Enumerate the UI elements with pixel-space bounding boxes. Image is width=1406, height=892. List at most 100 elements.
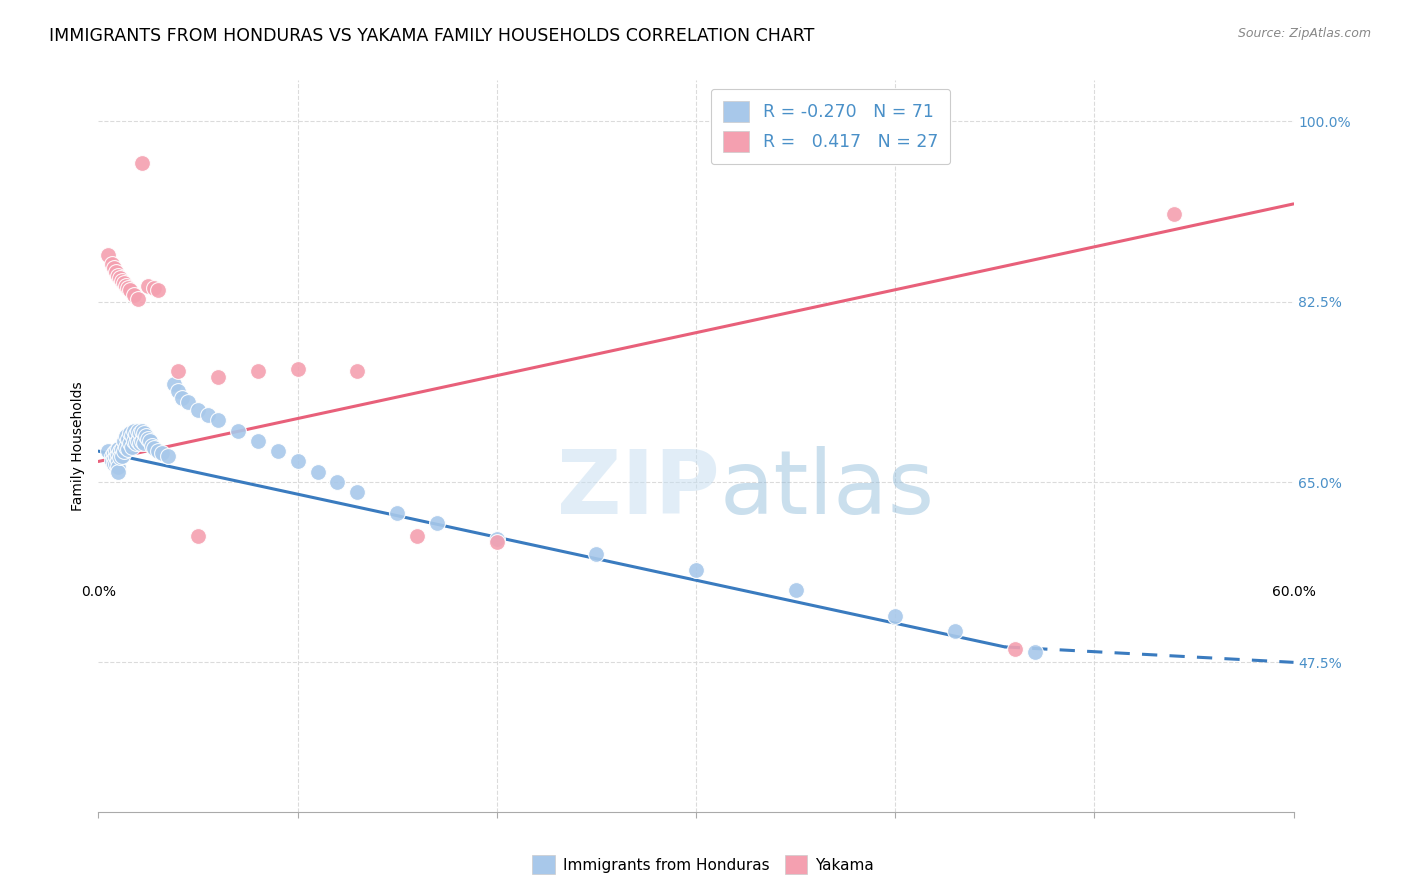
Point (105, 265, 128, 279)
Point (129, 436, 152, 450)
Point (131, 155, 153, 169)
Point (127, 424, 149, 438)
Point (112, 434, 135, 448)
Point (585, 547, 607, 561)
Point (97, 248, 120, 262)
Point (685, 563, 707, 577)
Point (101, 454, 124, 468)
Point (426, 516, 449, 531)
Point (307, 465, 329, 479)
Text: ZIP: ZIP (557, 446, 720, 533)
Point (103, 446, 125, 460)
Point (287, 361, 309, 376)
Point (134, 425, 156, 440)
Point (785, 583, 807, 598)
Point (117, 432, 139, 446)
Point (120, 284, 142, 298)
Point (131, 434, 153, 448)
Point (111, 450, 134, 464)
Text: Source: ZipAtlas.com: Source: ZipAtlas.com (1237, 27, 1371, 40)
Point (101, 450, 124, 464)
Point (136, 279, 159, 293)
Point (246, 364, 269, 378)
Point (107, 268, 129, 283)
Point (134, 436, 156, 450)
Point (131, 424, 153, 438)
Point (143, 281, 166, 295)
Text: 60.0%: 60.0% (1271, 585, 1316, 599)
Point (111, 274, 134, 288)
Point (103, 260, 125, 275)
Point (121, 427, 143, 442)
Point (107, 454, 129, 468)
Point (101, 257, 124, 271)
Point (207, 413, 229, 427)
Point (167, 384, 190, 399)
Point (111, 442, 134, 456)
Point (197, 408, 219, 422)
Point (107, 442, 129, 456)
Point (105, 444, 128, 458)
Point (167, 364, 190, 378)
Point (1163, 207, 1185, 221)
Text: IMMIGRANTS FROM HONDURAS VS YAKAMA FAMILY HOUSEHOLDS CORRELATION CHART: IMMIGRANTS FROM HONDURAS VS YAKAMA FAMIL… (49, 27, 814, 45)
Point (107, 465, 129, 479)
Point (110, 271, 132, 285)
Y-axis label: Family Households: Family Households (70, 381, 84, 511)
Point (115, 440, 138, 454)
Point (385, 506, 409, 520)
Point (148, 444, 170, 458)
Point (187, 403, 209, 417)
Point (129, 425, 152, 440)
Point (287, 454, 309, 468)
Point (115, 279, 138, 293)
Point (125, 426, 148, 441)
Point (143, 441, 166, 455)
Legend: Immigrants from Honduras, Yakama: Immigrants from Honduras, Yakama (526, 849, 880, 880)
Point (127, 292, 149, 306)
Text: 0.0%: 0.0% (82, 585, 115, 599)
Point (103, 457, 125, 471)
Point (485, 534, 508, 549)
Point (141, 439, 163, 453)
Point (485, 532, 508, 546)
Point (110, 444, 132, 458)
Point (125, 436, 148, 450)
Point (124, 434, 146, 448)
Point (1004, 642, 1026, 657)
Point (139, 434, 162, 448)
Text: atlas: atlas (720, 446, 935, 533)
Point (97, 444, 120, 458)
Point (107, 448, 129, 462)
Point (172, 391, 194, 405)
Point (346, 364, 368, 378)
Point (124, 287, 146, 301)
Point (406, 528, 429, 542)
Point (112, 277, 135, 291)
Point (246, 434, 269, 448)
Point (121, 440, 143, 454)
Point (110, 450, 132, 465)
Point (157, 450, 180, 464)
Point (107, 459, 129, 474)
Legend: R = -0.270   N = 71, R =   0.417   N = 27: R = -0.270 N = 71, R = 0.417 N = 27 (710, 89, 950, 164)
Point (177, 394, 200, 409)
Point (135, 428, 157, 442)
Point (148, 284, 170, 298)
Point (226, 424, 249, 438)
Point (120, 425, 142, 440)
Point (187, 528, 209, 542)
Point (117, 281, 139, 295)
Point (326, 475, 349, 489)
Point (136, 432, 159, 446)
Point (267, 444, 290, 458)
Point (117, 442, 139, 456)
Point (103, 452, 125, 467)
Point (884, 609, 907, 624)
Point (127, 434, 149, 448)
Point (115, 428, 138, 442)
Point (105, 457, 128, 471)
Point (163, 377, 186, 392)
Point (943, 624, 966, 639)
Point (120, 436, 142, 450)
